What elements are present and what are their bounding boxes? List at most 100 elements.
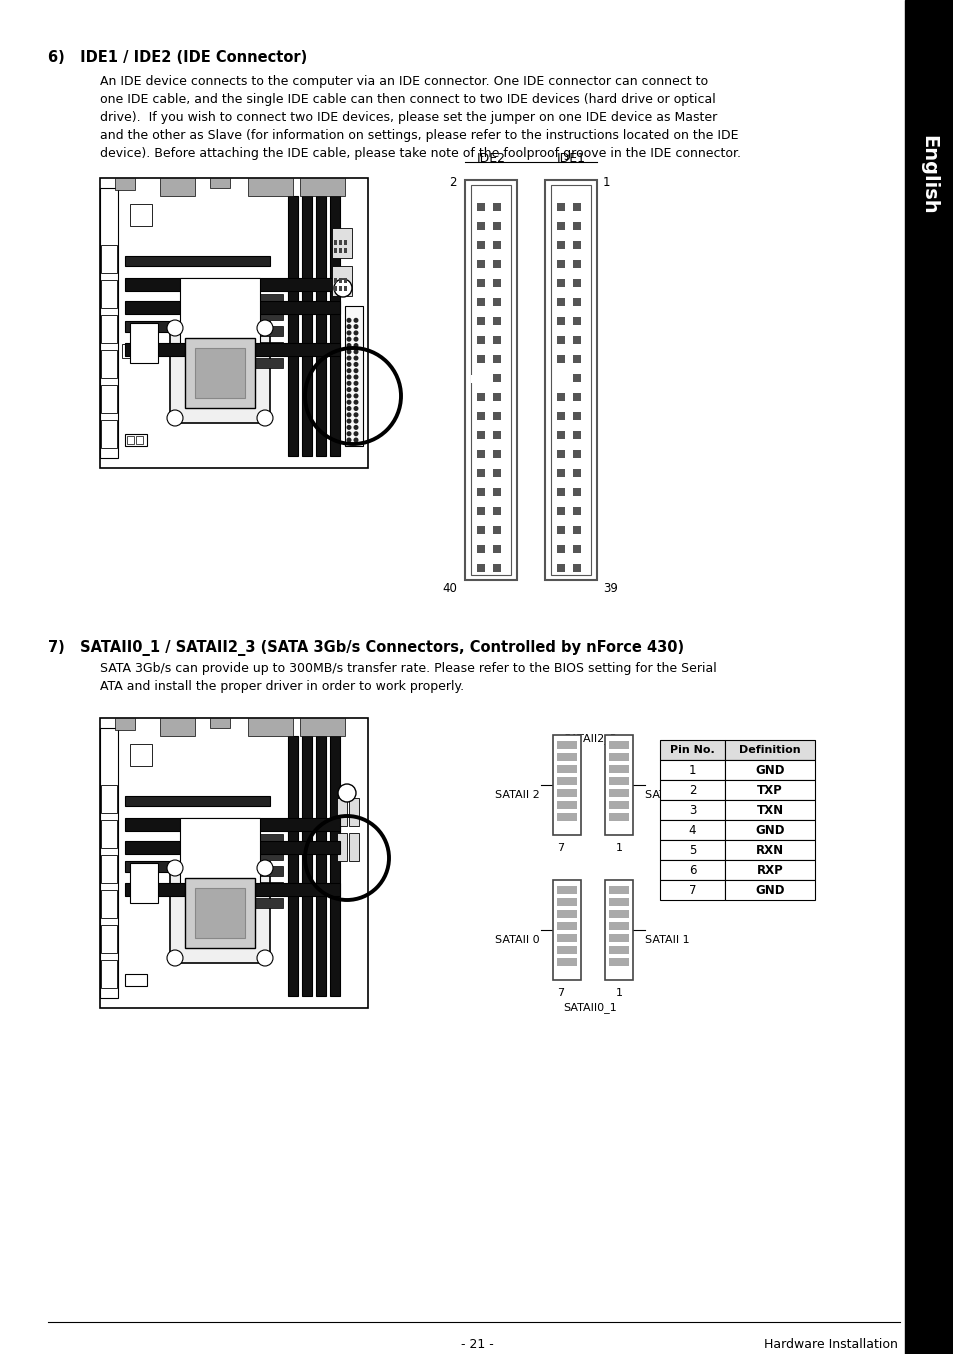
Bar xyxy=(185,338,254,408)
Circle shape xyxy=(337,784,355,802)
Bar xyxy=(604,880,633,980)
Bar xyxy=(332,265,352,297)
Bar xyxy=(573,450,580,458)
Bar xyxy=(115,177,135,190)
Bar xyxy=(573,241,580,249)
Text: 1: 1 xyxy=(602,176,610,190)
Circle shape xyxy=(347,349,351,353)
Text: 1: 1 xyxy=(688,764,696,776)
Bar xyxy=(608,802,628,808)
Bar xyxy=(608,812,628,821)
Bar xyxy=(338,286,341,291)
Bar xyxy=(332,227,352,259)
Bar xyxy=(476,546,484,552)
Circle shape xyxy=(167,860,183,876)
Bar xyxy=(573,506,580,515)
Bar xyxy=(573,565,580,571)
Bar xyxy=(608,910,628,918)
Bar xyxy=(344,286,347,291)
Bar xyxy=(573,525,580,533)
Bar xyxy=(557,412,564,420)
Bar xyxy=(553,880,580,980)
Bar xyxy=(573,298,580,306)
Text: SATAII 1: SATAII 1 xyxy=(644,936,689,945)
Text: SATAII 0: SATAII 0 xyxy=(495,936,539,945)
Bar xyxy=(493,241,500,249)
Bar xyxy=(493,393,500,401)
Bar xyxy=(476,525,484,533)
Bar xyxy=(557,336,564,344)
Text: drive).  If you wish to connect two IDE devices, please set the jumper on one ID: drive). If you wish to connect two IDE d… xyxy=(100,111,717,125)
Text: GND: GND xyxy=(755,764,784,776)
Bar xyxy=(493,317,500,325)
Circle shape xyxy=(347,432,351,436)
Text: 1: 1 xyxy=(616,988,622,998)
Bar xyxy=(338,248,341,253)
Bar xyxy=(338,240,341,245)
Bar xyxy=(608,898,628,906)
Text: 2: 2 xyxy=(449,176,456,190)
Text: 7: 7 xyxy=(557,988,563,998)
Bar xyxy=(125,974,147,986)
Bar xyxy=(608,946,628,955)
Bar xyxy=(557,910,577,918)
Bar xyxy=(125,278,339,291)
Bar xyxy=(344,248,347,253)
Text: SATAII2_3: SATAII2_3 xyxy=(562,733,617,743)
Bar xyxy=(101,385,117,413)
Circle shape xyxy=(354,363,357,366)
Bar xyxy=(476,450,484,458)
Bar xyxy=(464,180,517,580)
Bar xyxy=(125,796,270,806)
Bar xyxy=(573,222,580,230)
Bar xyxy=(254,310,283,320)
Text: SATA 3Gb/s can provide up to 300MB/s transfer rate. Please refer to the BIOS set: SATA 3Gb/s can provide up to 300MB/s tra… xyxy=(100,662,716,676)
Bar xyxy=(344,278,347,283)
Bar xyxy=(724,800,814,821)
Circle shape xyxy=(347,425,351,429)
Text: 7)   SATAII0_1 / SATAII2_3 (SATA 3Gb/s Connectors, Controlled by nForce 430): 7) SATAII0_1 / SATAII2_3 (SATA 3Gb/s Con… xyxy=(48,640,683,655)
Circle shape xyxy=(347,325,351,329)
Bar xyxy=(254,326,283,336)
Circle shape xyxy=(354,356,357,360)
Bar xyxy=(100,728,118,998)
Text: GND: GND xyxy=(755,884,784,896)
Bar xyxy=(210,177,230,188)
Bar xyxy=(573,203,580,211)
Bar xyxy=(557,393,564,401)
Bar xyxy=(170,324,270,422)
Bar xyxy=(170,862,270,963)
Bar xyxy=(101,925,117,953)
Bar xyxy=(334,278,336,283)
Bar xyxy=(248,718,293,737)
Bar xyxy=(476,487,484,496)
Bar xyxy=(573,374,580,382)
Text: 1: 1 xyxy=(557,747,563,757)
Bar xyxy=(493,298,500,306)
Bar xyxy=(493,506,500,515)
Bar xyxy=(125,435,147,445)
Text: GND: GND xyxy=(755,823,784,837)
Bar xyxy=(185,877,254,948)
Text: SATAII 2: SATAII 2 xyxy=(495,789,539,800)
Text: 39: 39 xyxy=(602,582,618,594)
Bar xyxy=(573,431,580,439)
Text: SATAII0_1: SATAII0_1 xyxy=(562,1002,617,1013)
Circle shape xyxy=(354,382,357,385)
Bar xyxy=(254,881,283,892)
Bar xyxy=(101,890,117,918)
Bar xyxy=(557,777,577,785)
Circle shape xyxy=(354,344,357,347)
Bar xyxy=(299,718,345,737)
Bar xyxy=(557,450,564,458)
Bar xyxy=(125,841,339,854)
Circle shape xyxy=(347,332,351,334)
Circle shape xyxy=(354,394,357,398)
Bar xyxy=(557,260,564,268)
Bar xyxy=(100,188,118,458)
Bar xyxy=(557,802,577,808)
Bar xyxy=(471,375,478,383)
Bar xyxy=(476,203,484,211)
Bar xyxy=(493,431,500,439)
Bar xyxy=(724,780,814,800)
